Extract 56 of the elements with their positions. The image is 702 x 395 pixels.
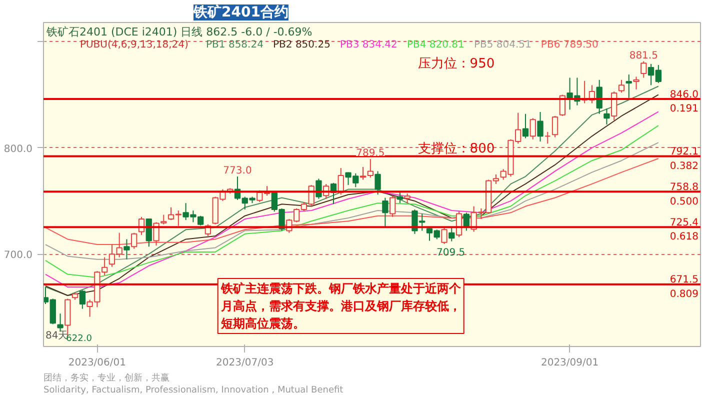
x-tick-label: 2023/09/01 [540,358,599,368]
candlestick [79,290,86,310]
x-tick-label: 2023/07/03 [216,358,274,368]
ref-line-label: 671.5 0.809 [670,274,699,300]
candlestick [124,238,130,260]
ref-line-label: 792.1 0.382 [670,146,699,172]
candlestick [604,108,610,125]
annotation: 881.5 [629,50,658,62]
text: PB4 820.81 [406,40,464,50]
text: PB3 834.42 [340,40,398,50]
annotation: 压力位：950 [418,56,495,72]
y-tick-label: 700.0 [4,250,33,262]
text: Solidarity, Factualism, Professionalism, Innovation , Mutual Benefit [44,386,344,395]
candlestick [552,115,558,138]
ref-line-label: 758.8 0.500 [670,182,699,208]
candlestick [396,192,404,204]
candlestick [544,131,551,144]
text: PB1 858.24 [206,40,264,50]
text: PB6 789.50 [540,40,598,50]
chart-subtitle: 铁矿石2401 (DCE i2401) 日线 862.5 -6.0 / -0.69% [45,26,312,38]
ref-line-label: 725.4 0.618 [670,217,699,243]
text: PB5 804.51 [474,40,532,50]
x-tick-label: 2023/06/01 [68,358,126,368]
candlestick [626,74,632,98]
candlestick [146,218,152,248]
ref-line-label: 846.0 0.191 [670,89,699,115]
candlestick [530,118,536,140]
candlestick [374,170,381,196]
candlestick [441,227,448,244]
candlestick [131,232,138,250]
candlestick [382,197,388,227]
candlestick [404,193,410,204]
candlestick [456,211,462,238]
line-series [44,142,659,260]
line-series [44,158,659,246]
annotation: 622.0 [66,334,92,344]
y-tick-label: 800.0 [4,144,33,155]
text: PB2 850.25 [273,40,330,50]
candlestick [611,91,618,121]
annotation: 铁矿主连震荡下跌。钢厂铁水产量处于近两个月高点，需求有支撑。港口及钢厂库存较低，短期高位震荡。 [220,282,462,331]
candlestick [596,79,602,114]
annotation: 84天 [45,330,68,342]
candlestick [448,226,455,242]
candlestick [537,111,544,142]
annotation: 支撑位：800 [418,141,495,156]
candlestick [633,76,640,90]
candlestick [618,79,625,94]
legend-title: PUBU(4,6,9,13,18,24) [80,40,189,50]
chart-title: 铁矿2401合约 [192,4,288,20]
candlestick [389,195,396,218]
text: 团结，务实，专业，创新，共赢 [44,372,170,384]
annotation: 773.0 [223,166,252,177]
candlestick [522,113,529,139]
annotation: 709.5 [436,248,466,259]
candlestick [57,313,64,332]
candlestick [640,60,647,78]
